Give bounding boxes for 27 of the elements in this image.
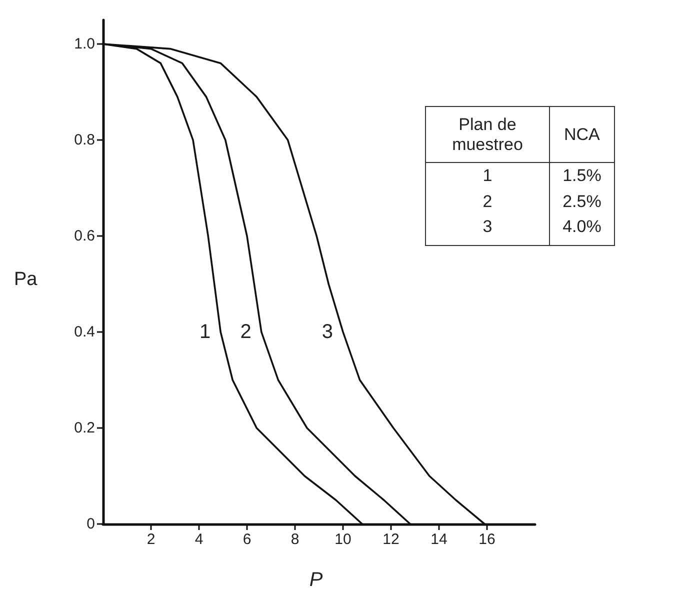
x-tick-label: 12 bbox=[382, 531, 400, 548]
y-axis-title: Pa bbox=[14, 269, 38, 290]
x-tick-label: 8 bbox=[290, 531, 300, 548]
text: 1.5% bbox=[562, 166, 602, 186]
series-label: 1 bbox=[199, 321, 211, 343]
x-tick-label: 10 bbox=[334, 531, 352, 548]
annotation: Plan de muestreo bbox=[426, 106, 550, 163]
y-tick-label: 0.4 bbox=[74, 324, 95, 340]
text: NCA bbox=[564, 124, 600, 144]
x-tick-label: 2 bbox=[146, 531, 156, 548]
series-label: 3 bbox=[322, 321, 333, 343]
text: 4.0% bbox=[562, 217, 602, 236]
x-tick-label: 4 bbox=[194, 531, 204, 548]
x-axis-title: P bbox=[309, 569, 324, 591]
annotation: 3 bbox=[426, 214, 550, 246]
y-tick-label: 0.8 bbox=[74, 132, 95, 148]
annotation: 1 bbox=[426, 162, 550, 189]
x-tick-label: 16 bbox=[478, 531, 496, 548]
series-label: 2 bbox=[240, 321, 252, 343]
x-tick-label: 14 bbox=[430, 531, 448, 548]
y-tick-label: 1.0 bbox=[74, 36, 95, 52]
annotation: 2 bbox=[426, 188, 550, 214]
y-tick-label: 0.6 bbox=[74, 228, 95, 244]
y-tick-label: 0.2 bbox=[74, 420, 95, 436]
x-tick-label: 6 bbox=[242, 531, 252, 548]
text: 2.5% bbox=[562, 192, 602, 211]
y-tick-label: 0 bbox=[86, 516, 95, 532]
